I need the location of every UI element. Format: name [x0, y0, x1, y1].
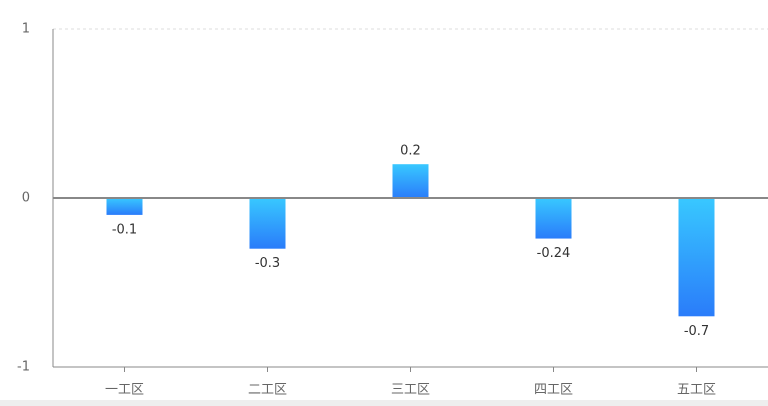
x-tick-label: 三工区	[391, 383, 430, 398]
data-label: -0.1	[112, 222, 137, 237]
footer-strip	[0, 400, 768, 406]
data-label: -0.24	[537, 246, 571, 261]
bar	[249, 198, 286, 249]
x-tick-label: 二工区	[248, 383, 287, 398]
x-tick-label: 四工区	[534, 383, 573, 398]
y-tick-label: 1	[22, 22, 30, 37]
data-label: -0.7	[684, 324, 709, 339]
bar	[392, 164, 429, 198]
bar	[535, 198, 572, 239]
x-tick-label: 一工区	[105, 383, 144, 398]
bar	[106, 198, 143, 215]
bar	[678, 198, 715, 317]
data-label: 0.2	[400, 144, 421, 159]
y-tick-label: 0	[22, 191, 30, 206]
x-tick-label: 五工区	[677, 383, 716, 398]
y-tick-label: -1	[17, 360, 30, 375]
data-label: -0.3	[255, 256, 280, 271]
